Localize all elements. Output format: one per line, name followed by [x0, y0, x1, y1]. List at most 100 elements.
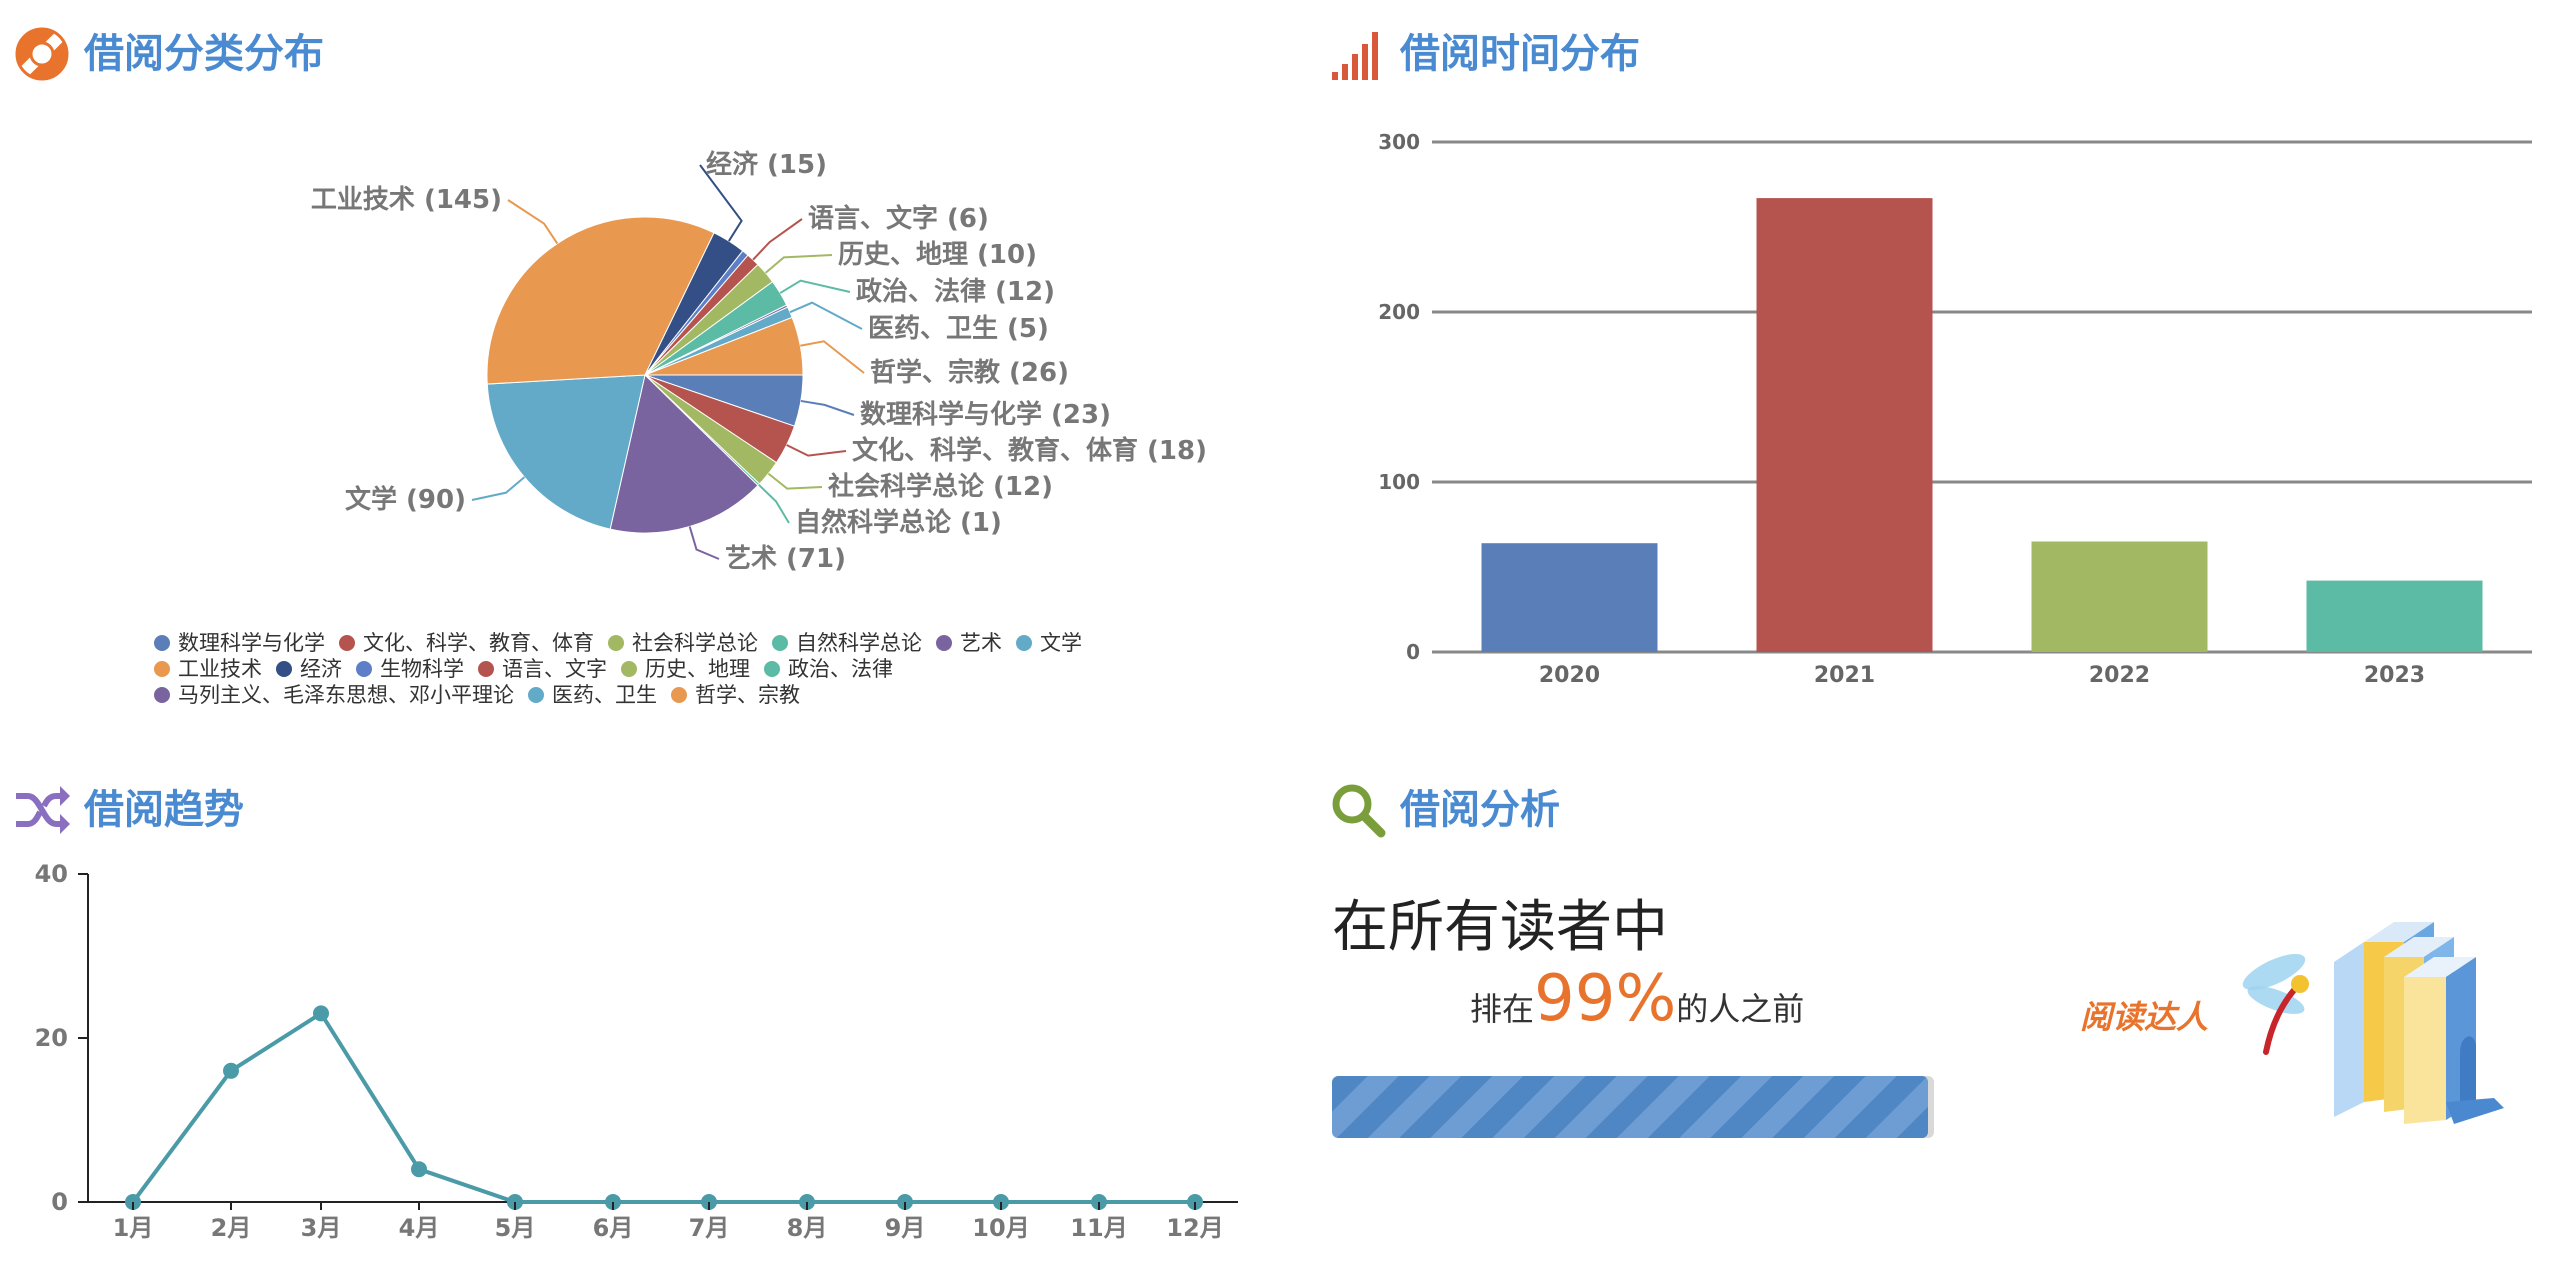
- data-point: [411, 1161, 427, 1178]
- legend-marker: [478, 661, 494, 677]
- legend-label: 文学: [1040, 631, 1082, 655]
- pie-slice: [609, 374, 759, 534]
- rank-suffix: 的人之前: [1676, 990, 1805, 1028]
- x-tick-label: 1月: [113, 1214, 154, 1242]
- time-panel-title: 借阅时间分布: [1400, 31, 1640, 77]
- x-tick-label: 2月: [211, 1214, 252, 1242]
- legend-label: 文化、科学、教育、体育: [363, 631, 594, 655]
- time-panel-header: 借阅时间分布: [1330, 26, 1640, 82]
- category-panel-header: 借阅分类分布: [14, 26, 324, 82]
- legend-marker: [154, 635, 170, 651]
- trend-panel: 借阅趋势 0 20 40 1月 2月 3月 4月 5月 6月 7月 8月 9月 10月 11月 12月: [0, 740, 1300, 1262]
- shuffle-icon: [16, 786, 70, 834]
- x-tick-label: 2020: [1539, 663, 1600, 688]
- rank-heading: 在所有读者中: [1332, 895, 1668, 960]
- pie-slice-label: 政治、法律 (12): [856, 276, 1055, 307]
- legend-marker: [621, 661, 637, 677]
- legend-marker: [356, 661, 372, 677]
- trend-panel-header: 借阅趋势: [14, 782, 244, 838]
- time-panel: 借阅时间分布 0 100 200 300 2020 2021 2022 2023: [1300, 0, 2576, 740]
- pie-slice-label: 工业技术 (145): [311, 185, 502, 215]
- data-point: [223, 1062, 239, 1079]
- legend-marker: [608, 635, 624, 651]
- x-tick-label: 9月: [885, 1214, 926, 1242]
- trend-panel-title: 借阅趋势: [84, 787, 244, 833]
- pie-slice-label: 文学 (90): [345, 484, 466, 515]
- legend-marker: [154, 661, 170, 677]
- category-pie-chart: 数理科学与化学 (23) 文化、科学、教育、体育 (18) 社会科学总论 (12) 自…: [154, 149, 1207, 707]
- pie-slice-label: 经济 (15): [706, 149, 827, 180]
- pie-label-connector: [779, 279, 851, 294]
- x-tick-label: 7月: [689, 1214, 730, 1242]
- pie-slice-label: 社会科学总论 (12): [828, 471, 1053, 502]
- data-point: [313, 1005, 329, 1022]
- pie-slice-label: 医药、卫生 (5): [868, 314, 1049, 344]
- y-tick-label: 100: [1378, 470, 1420, 494]
- legend-label: 哲学、宗教: [695, 683, 800, 707]
- legend-label: 工业技术: [178, 657, 262, 681]
- y-tick-label: 200: [1378, 300, 1420, 324]
- pie-label-connector: [688, 526, 720, 560]
- legend-label: 医药、卫生: [552, 683, 657, 707]
- y-tick-label: 300: [1378, 130, 1420, 154]
- pie-label-connector: [789, 301, 863, 330]
- x-tick-label: 2023: [2364, 663, 2425, 688]
- pie-label-connector: [764, 254, 833, 274]
- y-tick-label: 40: [35, 860, 68, 888]
- x-tick-label: 12月: [1166, 1214, 1223, 1242]
- legend-label: 语言、文字: [502, 657, 607, 681]
- search-icon: [1332, 784, 1386, 838]
- x-tick-label: 6月: [593, 1214, 634, 1242]
- analysis-panel-title: 借阅分析: [1400, 787, 1560, 833]
- bar: [1481, 543, 1658, 652]
- analysis-panel-header: 借阅分析: [1330, 782, 1560, 838]
- pie-slice-label: 自然科学总论 (1): [795, 507, 1002, 538]
- x-tick-label: 2022: [2089, 663, 2150, 688]
- pie-label-connector: [471, 476, 526, 501]
- legend-label: 历史、地理: [645, 657, 750, 681]
- pie-slice-label: 语言、文字 (6): [808, 203, 989, 234]
- pie-label-connector: [800, 340, 865, 374]
- legend-label: 经济: [300, 657, 342, 681]
- pie-label-connector: [767, 472, 823, 490]
- pie-slice: [644, 316, 804, 376]
- signal-bars-icon: [1332, 32, 1378, 80]
- pie-label-connector: [507, 199, 559, 245]
- analysis-panel: 借阅分析 在所有读者中 排在 99% 的人之前 阅读达人: [1300, 740, 2576, 1262]
- legend-marker: [528, 687, 544, 703]
- legend-marker: [671, 687, 687, 703]
- pie-slice-label: 哲学、宗教 (26): [870, 357, 1069, 388]
- legend-marker: [772, 635, 788, 651]
- bar: [1756, 198, 1933, 652]
- pie-slice: [486, 374, 646, 530]
- pie-slice-label: 历史、地理 (10): [838, 240, 1037, 270]
- y-tick-label: 20: [35, 1024, 68, 1052]
- legend-label: 艺术: [960, 631, 1002, 655]
- pie-label-connector: [786, 444, 847, 457]
- pie-label-connector: [800, 399, 855, 416]
- pie-label-connector: [752, 218, 803, 261]
- category-panel: 借阅分类分布 数理科学与化学 (23) 文化、科学、教育、体育 (18) 社会科学总…: [0, 0, 1300, 740]
- x-tick-label: 10月: [972, 1214, 1029, 1242]
- bar: [2031, 541, 2208, 652]
- reading-master-badge-text: 阅读达人: [2080, 998, 2209, 1036]
- legend-label: 政治、法律: [788, 657, 893, 681]
- legend-marker: [764, 661, 780, 677]
- bar: [2306, 580, 2483, 652]
- pie-slice-label: 艺术 (71): [725, 544, 846, 574]
- pie-slice-label: 数理科学与化学 (23): [860, 399, 1111, 430]
- rank-percent: 99%: [1534, 962, 1677, 1036]
- x-tick-label: 11月: [1070, 1214, 1127, 1242]
- pie-label-connector: [699, 164, 743, 242]
- legend-marker: [1016, 635, 1032, 651]
- rank-line: 排在 99% 的人之前: [1470, 962, 1804, 1036]
- legend-marker: [154, 687, 170, 703]
- pie-label-connector: [758, 483, 790, 524]
- legend-marker: [936, 635, 952, 651]
- y-tick-label: 0: [51, 1188, 68, 1216]
- legend-label: 生物科学: [380, 657, 464, 681]
- trend-line: [131, 1010, 1195, 1204]
- legend-label: 自然科学总论: [796, 631, 922, 655]
- books-dragonfly-icon: [2242, 922, 2504, 1124]
- rank-progress-fill: [1332, 1076, 1928, 1138]
